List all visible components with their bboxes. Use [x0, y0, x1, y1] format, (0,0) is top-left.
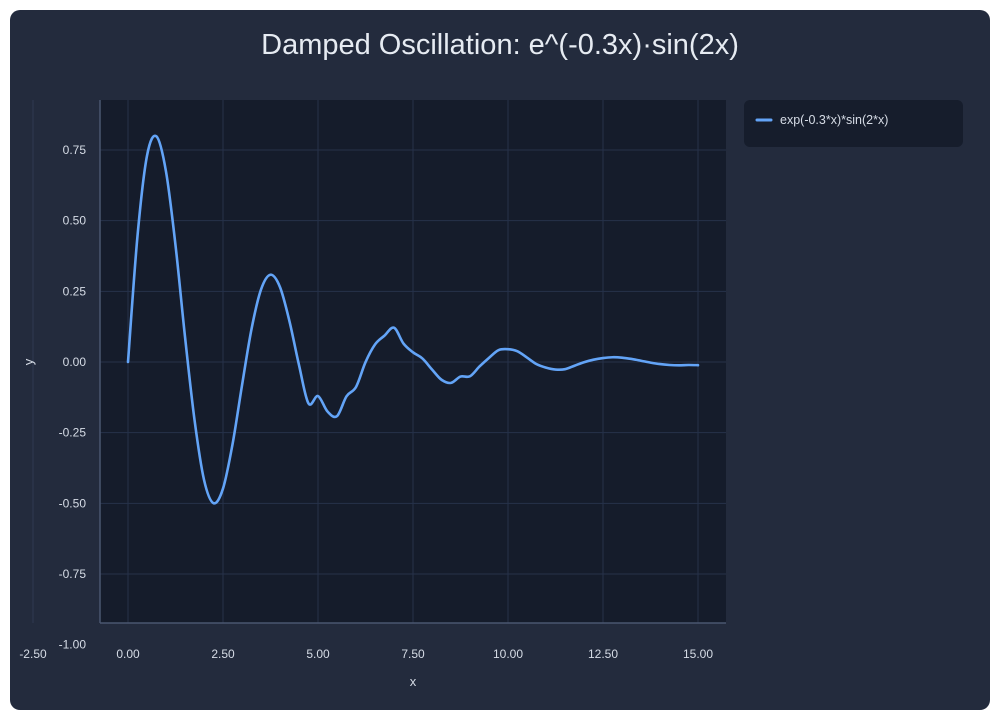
legend: exp(-0.3*x)*sin(2*x): [744, 100, 963, 147]
y-tick-label: 0.50: [63, 214, 87, 228]
chart-svg: Damped Oscillation: e^(-0.3x)·sin(2x) -2…: [19, 29, 963, 689]
series-lines: [126, 134, 700, 505]
x-tick-label: 2.50: [211, 647, 235, 661]
x-tick-label: 12.50: [588, 647, 618, 661]
chart-panel: Damped Oscillation: e^(-0.3x)·sin(2x) -2…: [10, 10, 990, 710]
y-tick-label: 0.00: [63, 355, 87, 369]
x-tick-label: 15.00: [683, 647, 713, 661]
legend-box: [744, 100, 963, 147]
y-axis-label: y: [21, 358, 36, 365]
legend-entry-label: exp(-0.3*x)*sin(2*x): [780, 113, 888, 127]
y-tick-label: 0.25: [63, 284, 87, 298]
y-tick-label: 0.75: [63, 143, 87, 157]
grid-lines: [100, 100, 726, 623]
y-tick-label: -0.75: [59, 567, 87, 581]
x-axis-label: x: [410, 674, 417, 689]
y-tick-label: -1.00: [59, 638, 87, 652]
y-tick-labels: 0.75 0.50 0.25 0.00 -0.25 -0.50 -0.75 -1.00: [59, 143, 87, 652]
series-line: [126, 134, 700, 505]
x-tick-label: 7.50: [401, 647, 425, 661]
x-tick-label: 5.00: [306, 647, 330, 661]
x-tick-label: 0.00: [116, 647, 140, 661]
axes: [32, 100, 726, 624]
y-tick-label: -0.50: [59, 496, 87, 510]
chart-title: Damped Oscillation: e^(-0.3x)·sin(2x): [261, 29, 739, 61]
x-tick-labels: -2.50 0.00 2.50 5.00 7.50 10.00 12.50 15.00: [19, 647, 713, 661]
x-tick-label: 10.00: [493, 647, 523, 661]
x-tick-label: -2.50: [19, 647, 47, 661]
y-tick-label: -0.25: [59, 426, 87, 440]
